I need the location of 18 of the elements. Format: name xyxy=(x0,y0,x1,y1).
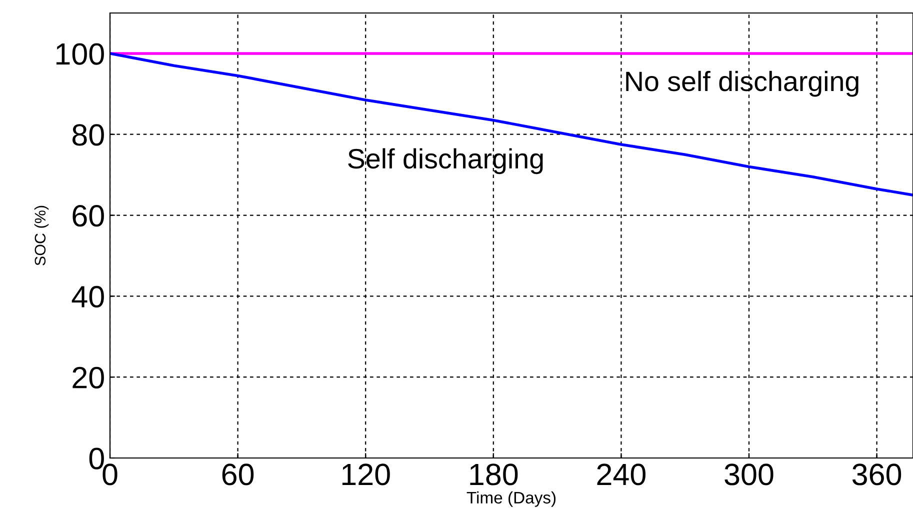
x-tick-label: 240 xyxy=(597,464,646,486)
series-label: Self discharging xyxy=(348,148,543,174)
y-tick-label: 0 xyxy=(89,448,104,470)
x-tick-label: 60 xyxy=(222,464,254,486)
line-series xyxy=(110,52,913,196)
x-tick-label: 180 xyxy=(470,464,518,486)
y-axis-title: SOC (%) xyxy=(34,206,49,266)
y-tick-label: 80 xyxy=(72,124,104,146)
x-tick-label: 300 xyxy=(724,464,774,486)
x-tick-label: 360 xyxy=(852,464,902,486)
series-label: No self discharging xyxy=(626,70,858,97)
x-tick-label: 0 xyxy=(102,464,118,486)
y-tick-label: 20 xyxy=(72,366,104,388)
y-tick-label: 60 xyxy=(72,205,104,227)
y-tick-label: 40 xyxy=(72,286,104,308)
x-tick-label: 120 xyxy=(342,464,390,486)
x-axis-title: Time (Days) xyxy=(466,491,556,507)
y-tick-label: 100 xyxy=(56,43,104,65)
